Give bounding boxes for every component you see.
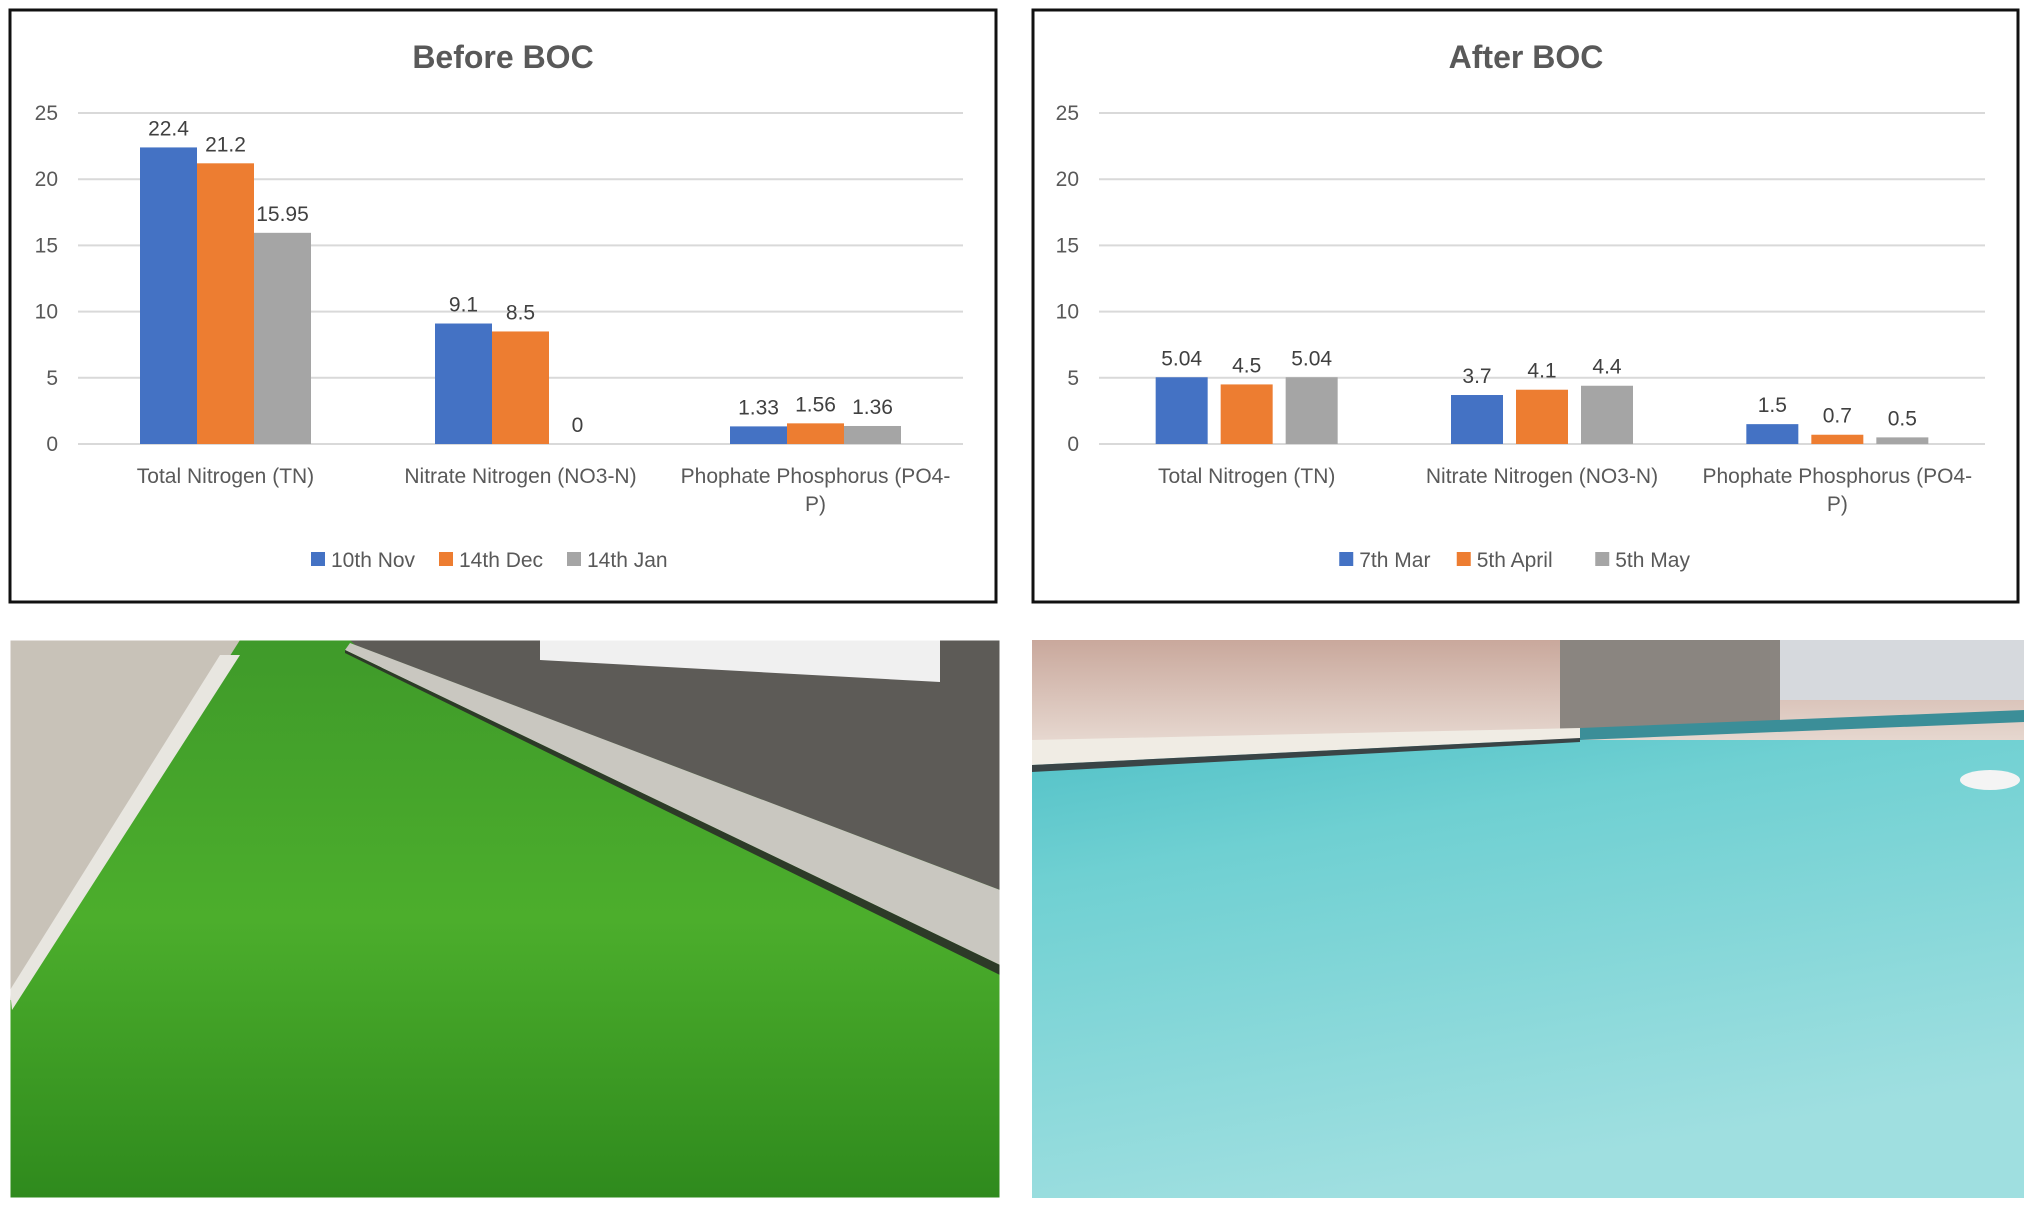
data-label: 4.5 [1232,354,1261,377]
category-label: Phophate Phosphorus (PO4- [1702,465,1972,488]
category-label: P) [805,493,826,516]
boat [1960,770,2020,790]
data-label: 1.5 [1758,394,1787,417]
chart-title: Before BOC [412,39,593,75]
right-bank [350,640,1000,890]
left-wall [10,655,240,1010]
bar [140,147,197,444]
data-label: 1.36 [852,396,893,419]
data-label: 1.33 [738,396,779,419]
bar [197,163,254,444]
data-label: 5.04 [1291,347,1332,370]
bar [435,323,492,444]
data-label: 22.4 [148,117,189,140]
far-water [1580,710,2024,740]
data-label: 9.1 [449,294,478,317]
bar [844,425,901,444]
building [540,640,940,682]
data-label: 0.7 [1823,405,1852,428]
y-tick-label: 25 [35,102,58,125]
data-label: 4.4 [1592,356,1622,379]
chart-title: After BOC [1449,39,1604,75]
category-label: Nitrate Nitrogen (NO3-N) [404,465,636,488]
bar [492,331,549,444]
data-label: 5.04 [1161,347,1202,370]
right-walkway [345,643,1000,965]
legend-swatch [311,552,325,566]
category-label: Total Nitrogen (TN) [1158,465,1335,488]
category-label: P) [1827,493,1848,516]
promenade [1032,728,1580,765]
y-tick-label: 5 [1067,367,1079,390]
legend-label: 14th Dec [459,549,543,572]
category-label: Total Nitrogen (TN) [137,465,314,488]
y-tick-label: 15 [1056,234,1079,257]
legend-swatch [567,552,581,566]
legend-swatch [1456,552,1471,566]
y-tick-label: 0 [1067,433,1079,456]
bar [787,423,844,444]
data-label: 0.5 [1888,407,1917,430]
after-photo-clear-water [1032,640,2024,1198]
y-tick-label: 5 [46,367,58,390]
promenade-edge [1032,738,1580,772]
bar [730,426,787,444]
shadow-line [345,650,1000,975]
legend-label: 5th May [1615,549,1690,572]
y-tick-label: 10 [1056,301,1079,324]
legend-label: 10th Nov [331,549,416,572]
y-tick-label: 25 [1056,102,1079,125]
bar [1220,384,1273,444]
category-label: Phophate Phosphorus (PO4- [681,465,951,488]
data-label: 3.7 [1462,365,1491,388]
bar [1746,424,1799,444]
bar [1876,437,1929,444]
before-boc-chart: Before BOC 0 5 10 15 20 25 Total Nitrogen (TN) 2… [35,39,963,572]
y-tick-label: 10 [35,301,58,324]
legend-swatch [1595,552,1610,566]
bridge [1560,640,1780,730]
data-label: 8.5 [506,301,535,324]
bar [1581,385,1633,444]
bar [1516,389,1568,444]
bar [254,232,311,444]
y-tick-label: 15 [35,234,58,257]
after-chart-frame [1031,8,2020,604]
y-tick-label: 0 [46,433,58,456]
legend-swatch [439,552,453,566]
data-label: 4.1 [1527,360,1556,383]
legend-label: 7th Mar [1359,549,1430,572]
bar [1285,377,1338,444]
data-label: 21.2 [205,133,246,156]
data-label: 1.56 [795,393,836,416]
bar [1451,395,1503,444]
data-label: 15.95 [256,203,309,226]
legend-label: 5th April [1477,549,1553,572]
after-boc-chart: After BOC 0 5 10 15 20 25 Total Nitrogen (TN) 5.… [1056,39,1985,572]
before-photo-green-canal [9,639,1001,1199]
y-tick-label: 20 [1056,168,1079,191]
legend-swatch [1339,552,1354,566]
bar [1811,434,1864,444]
legend-label: 14th Jan [587,549,668,572]
data-label: 0 [572,414,584,437]
category-label: Nitrate Nitrogen (NO3-N) [1426,465,1658,488]
y-tick-label: 20 [35,168,58,191]
distant-towers [1780,640,2024,700]
bar [1155,377,1208,444]
